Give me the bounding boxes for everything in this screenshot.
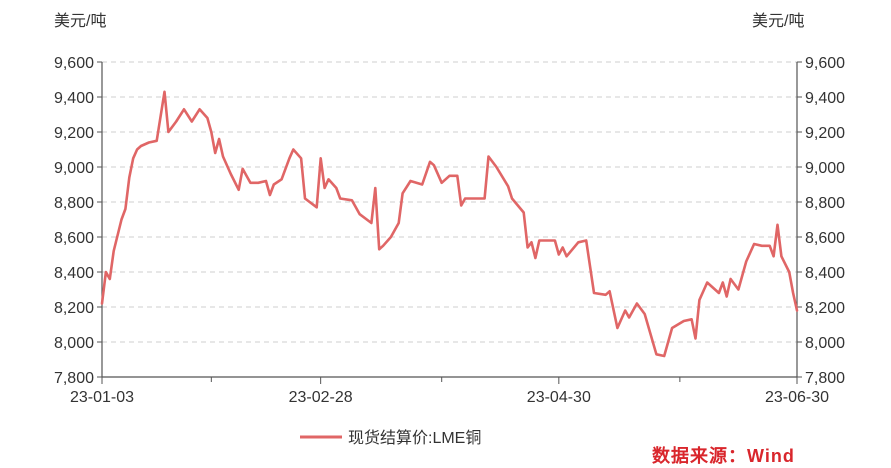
legend-label: 现货结算价:LME铜 xyxy=(348,428,481,447)
left-y-tick-label: 9,400 xyxy=(54,90,94,107)
right-y-tick-label: 8,200 xyxy=(805,300,845,317)
left-y-tick-label: 8,600 xyxy=(54,230,94,247)
right-y-tick-label: 8,000 xyxy=(805,335,845,352)
right-y-tick-label: 9,400 xyxy=(805,90,845,107)
right-y-tick-label: 9,000 xyxy=(805,160,845,177)
right-y-tick-label: 8,400 xyxy=(805,265,845,282)
legend: 现货结算价:LME铜 xyxy=(300,428,481,447)
right-y-tick-label: 9,600 xyxy=(805,55,845,72)
left-y-tick-label: 8,200 xyxy=(54,300,94,317)
left-y-tick-label: 9,000 xyxy=(54,160,94,177)
right-y-tick-label: 8,600 xyxy=(805,230,845,247)
x-tick-label: 23-02-28 xyxy=(289,389,353,406)
left-y-tick-label: 8,800 xyxy=(54,195,94,212)
left-y-tick-label: 9,200 xyxy=(54,125,94,142)
x-tick-label: 23-01-03 xyxy=(70,389,134,406)
gridlines xyxy=(102,61,797,343)
left-y-tick-label: 9,600 xyxy=(54,55,94,72)
right-y-tick-label: 9,200 xyxy=(805,125,845,142)
right-y-unit: 美元/吨 xyxy=(752,12,804,30)
source-note: 数据来源：Wind xyxy=(652,445,795,466)
right-y-tick-label: 8,800 xyxy=(805,195,845,212)
series-line-lme-copper xyxy=(100,90,799,358)
left-y-tick-label: 8,000 xyxy=(54,335,94,352)
right-y-ticks: 7,800 8,000 8,200 8,400 8,600 8,800 9,000 9,200… xyxy=(797,55,845,387)
x-tick-label: 23-04-30 xyxy=(527,389,591,406)
left-y-unit: 美元/吨 xyxy=(54,12,106,30)
right-y-tick-label: 7,800 xyxy=(805,370,845,387)
x-ticks: 23-01-03 23-02-28 23-04-30 23-06-30 xyxy=(70,377,829,406)
left-y-tick-label: 7,800 xyxy=(54,370,94,387)
left-y-ticks: 7,800 8,000 8,200 8,400 8,600 8,800 9,000 9,200… xyxy=(54,55,102,387)
x-tick-label: 23-06-30 xyxy=(765,389,829,406)
axes xyxy=(101,62,798,378)
left-y-tick-label: 8,400 xyxy=(54,265,94,282)
